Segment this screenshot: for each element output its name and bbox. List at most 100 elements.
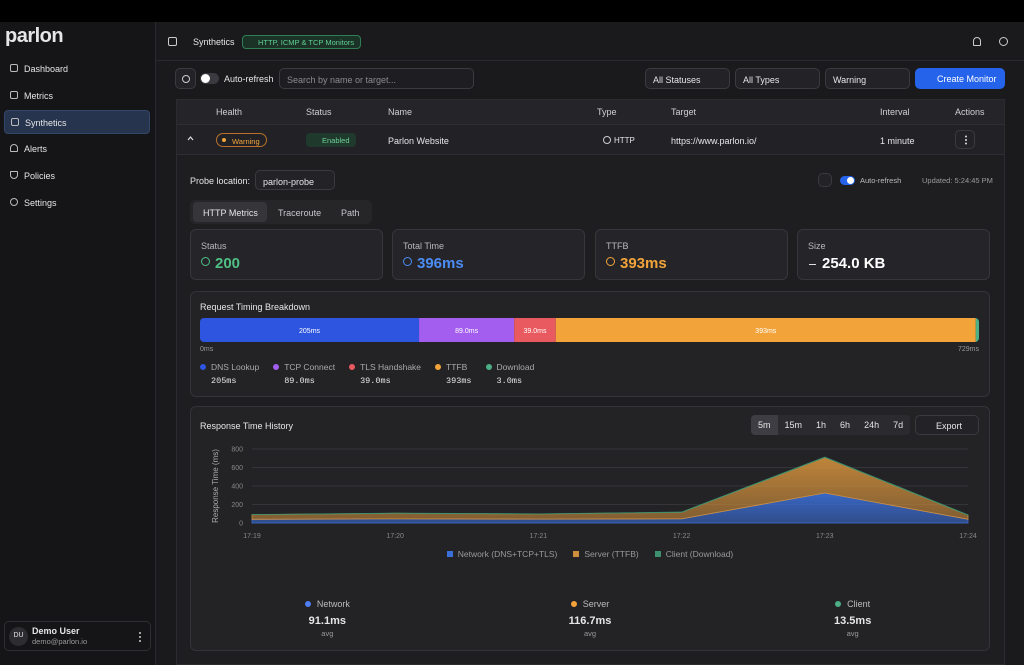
range-button[interactable]: 15m [784,420,803,430]
legend-name: TCP Connect [284,362,336,372]
auto-refresh-label: Auto-refresh [224,74,274,84]
legend-head: TTFB [435,362,472,372]
legend-item: TCP Connect 89.0ms [273,362,335,386]
summary-note: avg [846,629,859,638]
panel-title: Response Time History [200,421,294,431]
column-header[interactable]: Type [597,107,617,117]
export-button[interactable]: Export [915,415,979,435]
card-value: 393ms [620,255,667,272]
nav-label: Metrics [24,91,53,101]
legend-dot [435,364,442,370]
detail-auto-refresh-label: Auto-refresh [860,176,902,185]
health-badge: Warning [216,133,267,147]
nav-label: Dashboard [24,64,69,74]
legend-value: 89.0ms [284,376,315,386]
legend-value: 3.0ms [496,376,523,386]
probe-select[interactable]: parlon-probe [255,170,335,190]
card-label: Size [808,241,826,251]
user-card[interactable]: DU Demo User demo@parlon.io [4,621,151,651]
logo[interactable]: parlon [5,25,64,47]
legend-swatch [446,551,453,557]
top-bar [0,0,1024,22]
legend-name: DNS Lookup [211,362,260,372]
search-input[interactable]: Search by name or target... [279,68,474,89]
column-header: Actions [955,107,985,117]
range-button[interactable]: 24h [864,420,880,430]
theme-toggle[interactable] [999,37,1008,46]
notifications[interactable] [973,37,981,46]
legend-item: TTFB 393ms [435,362,472,386]
history-legend: Network (DNS+TCP+TLS) Server (TTFB) Client… [190,549,990,559]
summary-note: avg [583,629,597,638]
summary-head: Client [721,599,984,609]
health-dot [222,138,226,142]
health-filter[interactable]: Warning [825,68,910,89]
legend-name: Download [496,362,535,372]
summary-value: 91.1ms [308,615,346,627]
monitor-target: https://www.parlon.io/ [671,136,757,146]
user-name: Demo User [32,626,80,636]
collapse-icon[interactable] [187,136,194,141]
legend-swatch [654,551,661,557]
range-button[interactable]: 7d [893,420,904,430]
nav-label: Settings [24,198,57,208]
status-filter[interactable]: All Statuses [645,68,730,89]
nav-item-active[interactable]: Synthetics [4,110,150,134]
summary-note: avg [321,629,334,638]
header: Synthetics HTTP, ICMP & TCP Monitors [156,22,1024,61]
history-summary: Network 91.1ms avg Server 116.7ms avg Client 13… [196,599,984,638]
nav-item[interactable]: Metrics [4,84,150,108]
status-badge: Enabled [306,133,356,147]
card-value: 200 [215,255,241,272]
legend-head: TLS Handshake [349,362,421,372]
legend-dot [273,364,280,370]
column-header[interactable]: Health [216,107,243,117]
column-header[interactable]: Interval [880,107,910,117]
legend-item: Download 3.0ms [485,362,535,386]
type-filter[interactable]: All Types [735,68,820,89]
legend-name: TTFB [446,362,468,372]
nav-item[interactable]: Alerts [4,137,150,161]
metric-card: Size 254.0 KB [797,229,990,280]
summary-value: 13.5ms [834,615,872,627]
legend-dot [485,364,492,370]
actions-button[interactable] [955,130,975,149]
legend-value: 39.0ms [360,376,391,386]
legend-swatch [573,551,580,557]
tab[interactable]: Path [341,208,360,218]
monitor-name[interactable]: Parlon Website [388,136,449,146]
timing-panel [190,291,990,397]
nav-item[interactable]: Policies [4,164,150,188]
legend-item: Client (Download) [654,549,733,559]
legend-item: DNS Lookup 205ms [200,362,259,386]
tab-active[interactable]: HTTP Metrics [193,202,267,222]
column-header[interactable]: Status [306,107,332,117]
create-monitor-button[interactable]: Create Monitor [915,68,1005,89]
range-button-active[interactable]: 5m [751,415,778,435]
legend-name: TLS Handshake [360,362,422,372]
column-header[interactable]: Target [671,107,697,117]
detail-auto-refresh-toggle[interactable] [840,176,855,185]
history-panel [190,406,990,651]
menu-icon[interactable] [138,631,142,643]
range-button[interactable]: 6h [840,420,851,430]
refresh-button[interactable] [175,68,196,89]
nav-item[interactable]: Settings [4,191,150,215]
column-header[interactable]: Name [388,107,413,117]
nav-item[interactable]: Dashboard [4,57,150,81]
summary-item: Client 13.5ms avg [721,599,984,638]
detail-refresh[interactable] [818,173,832,187]
legend-item: Server (TTFB) [573,549,639,559]
panel-title: Request Timing Breakdown [200,302,311,312]
range-button[interactable]: 1h [816,420,827,430]
legend-dot [200,364,206,370]
metric-card: TTFB 393ms [595,229,788,280]
tab[interactable]: Traceroute [278,208,322,218]
card-value: 254.0 KB [822,255,886,272]
sidebar-toggle[interactable] [168,37,177,46]
legend-name: Network (DNS+TCP+TLS) [457,549,558,559]
auto-refresh-toggle[interactable] [200,73,219,84]
card-value: 396ms [417,255,464,272]
monitor-badge: HTTP, ICMP & TCP Monitors [242,35,362,49]
